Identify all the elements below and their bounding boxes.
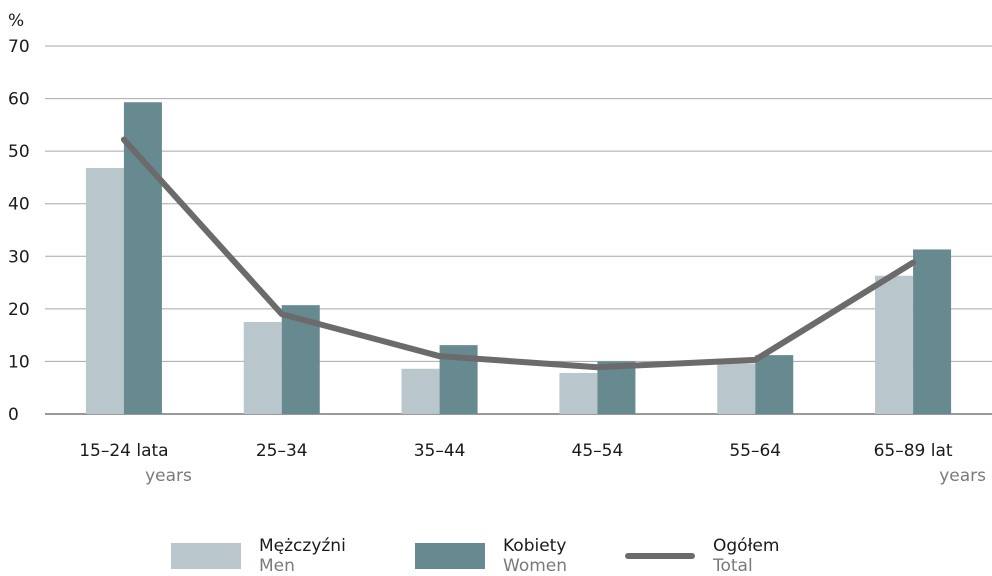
bar-men — [717, 363, 756, 414]
legend-item-women: Kobiety Women — [415, 536, 567, 576]
bar-men — [401, 368, 440, 414]
bar-women — [913, 249, 952, 414]
y-tick-label: 50 — [8, 142, 30, 162]
legend-swatch-total — [625, 553, 695, 559]
legend-sublabel-total: Total — [713, 556, 753, 576]
bars — [85, 102, 952, 414]
legend-label-total: Ogółem — [713, 536, 780, 556]
bar-men — [559, 372, 598, 414]
legend-item-men: Mężczyźni Men — [171, 536, 346, 576]
x-tick-label: 55–64 — [729, 441, 781, 461]
bar-men — [243, 322, 282, 414]
x-tick-label: 45–54 — [572, 441, 624, 461]
legend-swatch-women — [415, 543, 485, 569]
bar-women — [597, 361, 636, 414]
bar-men — [875, 275, 914, 414]
bar-women — [123, 102, 162, 414]
legend-swatch-men — [171, 543, 241, 569]
y-tick-label: 60 — [8, 90, 30, 110]
legend-label-men: Mężczyźni — [259, 536, 346, 556]
y-tick-label: 30 — [8, 247, 30, 267]
y-tick-label: 20 — [8, 300, 30, 320]
bar-men — [85, 167, 124, 414]
x-tick-label: 65–89 lat — [874, 441, 953, 461]
y-tick-label: 10 — [8, 352, 30, 372]
legend-sublabel-men: Men — [259, 556, 295, 576]
x-tick-label: 35–44 — [414, 441, 466, 461]
x-tick-sublabel: years — [939, 466, 986, 486]
y-axis-ticks: 0 10 20 30 40 50 60 70 — [8, 37, 30, 425]
legend-label-women: Kobiety — [503, 536, 567, 556]
y-tick-label: 0 — [8, 405, 19, 425]
legend-sublabel-women: Women — [503, 556, 568, 576]
x-tick-label: 25–34 — [256, 441, 308, 461]
legend-item-total: Ogółem Total — [625, 536, 779, 576]
bar-women — [755, 355, 794, 414]
y-tick-label: 40 — [8, 195, 30, 215]
y-axis-label: % — [8, 11, 24, 31]
y-tick-label: 70 — [8, 37, 30, 57]
gridlines — [45, 45, 992, 415]
series-line-total — [120, 136, 917, 371]
x-axis-ticks: 15–24 lata years 25–34 35–44 45–54 55–64 65–89… — [79, 441, 986, 486]
x-tick-label: 15–24 lata — [79, 441, 168, 461]
total-line — [120, 136, 917, 371]
x-tick-sublabel: years — [145, 466, 192, 486]
